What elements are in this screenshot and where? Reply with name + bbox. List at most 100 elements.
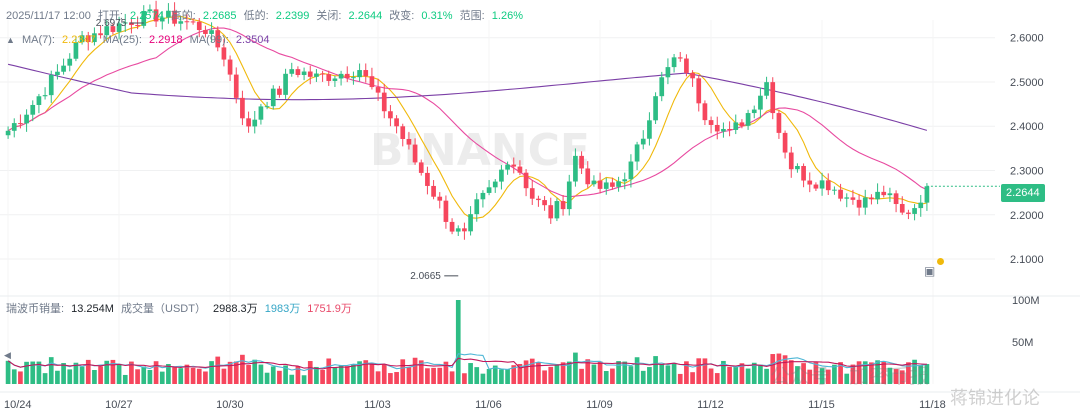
volume-ma1-value: 1983万 xyxy=(264,303,301,315)
volume-bar xyxy=(677,373,683,384)
volume-bar xyxy=(869,362,874,384)
candle-body xyxy=(492,181,498,188)
candle-body xyxy=(141,10,147,26)
candle-body xyxy=(233,74,239,98)
volume-bar xyxy=(924,364,930,384)
collapse-icon[interactable]: ◀ xyxy=(4,350,11,360)
candle-body xyxy=(30,104,36,115)
candle-body xyxy=(67,58,73,66)
candle-body xyxy=(184,21,190,23)
volume-bar xyxy=(159,371,165,384)
volume-bar xyxy=(462,373,467,384)
candle-body xyxy=(893,193,899,205)
candle-body xyxy=(159,17,165,22)
volume-bar xyxy=(499,369,504,384)
volume-bar xyxy=(548,366,554,384)
volume-bar xyxy=(295,366,301,384)
volume-bar xyxy=(246,364,251,384)
volume-bar xyxy=(215,356,221,384)
volume-bar xyxy=(844,373,850,384)
range-value: 1.26% xyxy=(491,10,523,22)
candle-body xyxy=(418,162,424,173)
volume-bar xyxy=(690,372,695,384)
volume-bar xyxy=(893,369,899,384)
candle-body xyxy=(129,22,134,26)
volume-bar xyxy=(585,359,591,384)
candle-body xyxy=(647,120,652,139)
candle-body xyxy=(209,30,214,34)
candle-body xyxy=(721,128,726,132)
ma7-value: 2.2347 xyxy=(62,34,96,46)
watermark-brand: BINANCE xyxy=(370,125,590,176)
candle-body xyxy=(671,57,677,68)
volume-bar xyxy=(135,369,140,384)
volume-bar xyxy=(850,364,856,384)
volume-bar xyxy=(758,364,763,384)
candle-body xyxy=(560,201,566,210)
candle-body xyxy=(301,71,307,75)
settings-icon[interactable]: ▣ xyxy=(924,264,936,278)
volume-bar xyxy=(5,360,11,384)
x-tick-label: 11/12 xyxy=(697,399,724,411)
candle-body xyxy=(110,26,116,32)
candle-body xyxy=(338,73,344,79)
volume-bar xyxy=(505,369,510,384)
candle-body xyxy=(79,35,85,43)
volume-bar xyxy=(289,374,295,384)
volume-bar xyxy=(252,359,258,384)
candle-body xyxy=(116,23,122,32)
volume-bar xyxy=(721,360,726,384)
volume-bar xyxy=(795,366,800,384)
volume-bar xyxy=(918,365,924,384)
candle-body xyxy=(566,181,572,210)
volume-bar xyxy=(782,355,788,384)
volume-bar xyxy=(129,361,134,384)
volume-ma2-line xyxy=(7,357,927,370)
low-annotation-label: 2.0665 xyxy=(410,271,441,282)
volume-bar xyxy=(437,367,443,384)
volume-bar xyxy=(400,359,406,384)
candle-body xyxy=(597,180,603,189)
candle-body xyxy=(289,69,295,74)
candle-body xyxy=(252,119,258,127)
candle-body xyxy=(751,109,757,114)
volume-bar xyxy=(425,368,430,384)
volume-bar xyxy=(640,370,646,384)
candle-body xyxy=(172,10,177,24)
volume-bar xyxy=(240,354,245,384)
candle-body xyxy=(640,138,646,145)
candle-body xyxy=(684,58,689,73)
volume-bar xyxy=(536,362,541,384)
candle-body xyxy=(73,42,79,59)
volume-bar xyxy=(18,371,23,384)
candle-body xyxy=(899,204,905,213)
volume-bar xyxy=(610,368,615,384)
volume-bar xyxy=(122,374,128,384)
candle-body xyxy=(270,88,276,107)
y-tick-label: 2.1000 xyxy=(1010,254,1044,266)
volume-bar xyxy=(418,360,424,384)
volume-bar xyxy=(36,361,42,384)
volume-bar xyxy=(320,369,325,384)
x-tick-label: 10/30 xyxy=(216,399,244,411)
candle-body xyxy=(166,10,171,18)
volume-bar xyxy=(227,361,233,384)
candle-body xyxy=(862,197,868,208)
notification-dot xyxy=(937,258,944,265)
candle-body xyxy=(702,103,708,121)
candle-body xyxy=(764,82,769,96)
volume-bar xyxy=(468,363,473,384)
volume-bar xyxy=(443,361,449,384)
volume-bar xyxy=(702,358,708,384)
volume-bar xyxy=(566,361,572,384)
candle-body xyxy=(622,179,628,182)
volume-bar xyxy=(166,364,171,384)
collapse-icon[interactable]: ▲ xyxy=(6,35,15,45)
volume-bar xyxy=(554,364,560,384)
candle-body xyxy=(881,191,887,196)
candle-body xyxy=(314,73,319,77)
candle-body xyxy=(869,197,874,200)
volume-bar xyxy=(751,362,757,384)
